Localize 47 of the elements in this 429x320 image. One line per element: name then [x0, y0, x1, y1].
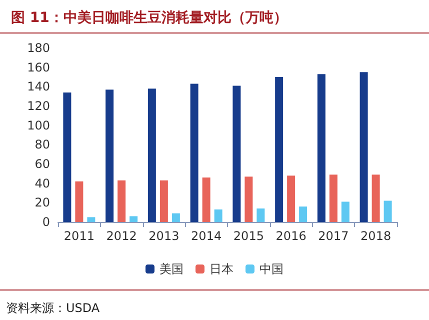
x-tick-label: 2017 [318, 229, 349, 243]
bar [329, 174, 338, 222]
text: 资料来源：USDA [6, 301, 100, 315]
legend-label: 日本 [210, 262, 234, 276]
x-tick-label: 2016 [276, 229, 306, 243]
bar [172, 213, 180, 222]
bar [287, 176, 296, 222]
y-tick-label: 20 [34, 196, 50, 210]
y-tick-label: 80 [34, 138, 50, 152]
y-tick-label: 160 [27, 60, 50, 74]
bar [214, 209, 222, 222]
bar [63, 92, 72, 222]
bar [232, 86, 241, 222]
bar [299, 206, 308, 222]
bar [372, 174, 380, 222]
bar [148, 88, 156, 222]
bar [160, 180, 168, 222]
bar [384, 200, 392, 222]
bar [244, 176, 253, 222]
x-tick-label: 2015 [233, 229, 264, 243]
chart-title: 图 11：中美日咖啡生豆消耗量对比（万吨） [11, 9, 288, 26]
bar [75, 181, 84, 222]
bar [130, 216, 138, 222]
x-tick-label: 2018 [360, 229, 392, 243]
y-tick-label: 140 [27, 80, 50, 94]
bar [202, 178, 210, 222]
x-tick-label: 2011 [64, 229, 94, 243]
bar [106, 90, 114, 222]
y-tick-label: 0 [42, 215, 50, 229]
y-tick-label: 180 [27, 41, 50, 55]
bar [256, 208, 265, 222]
bar [275, 77, 284, 222]
bar [87, 217, 96, 222]
y-tick-label: 60 [34, 157, 50, 171]
bar [360, 72, 368, 222]
y-tick-label: 120 [27, 99, 50, 113]
y-tick-label: 40 [34, 176, 50, 190]
x-tick-label: 2013 [148, 229, 180, 243]
bar [341, 202, 350, 222]
legend-label: 中国 [260, 262, 284, 276]
bar [118, 180, 126, 222]
y-tick-label: 100 [27, 118, 50, 132]
x-tick-label: 2012 [106, 229, 137, 243]
bar [317, 74, 326, 222]
legend-label: 美国 [160, 262, 184, 276]
bar [190, 84, 198, 222]
x-tick-label: 2014 [191, 229, 222, 243]
